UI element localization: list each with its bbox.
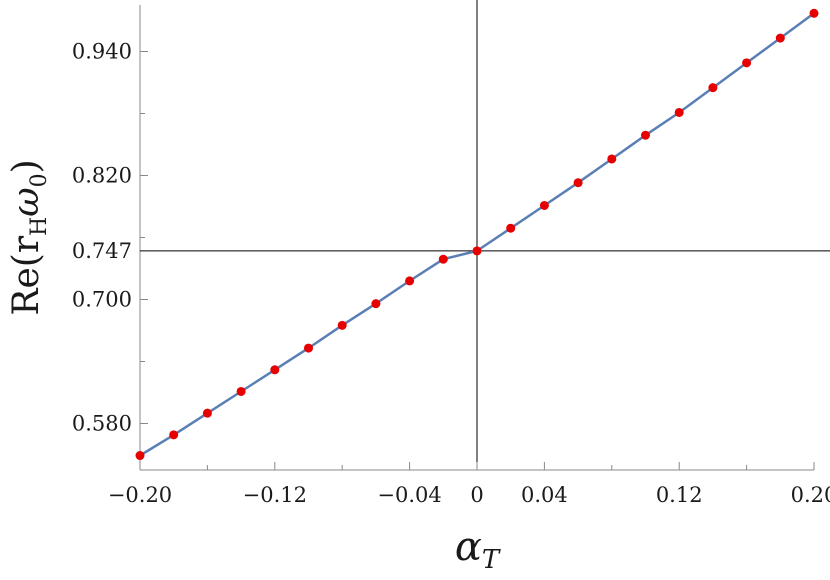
y-axis-title-main: Re(r bbox=[6, 235, 47, 315]
y-axis-title-close: ) bbox=[6, 159, 47, 173]
y-tick-label: 0.580 bbox=[72, 412, 132, 436]
y-axis-title-subscript: H bbox=[27, 217, 52, 236]
x-axis-title-main: α bbox=[455, 524, 482, 570]
reference-lines: 0.747 bbox=[72, 0, 830, 470]
data-point bbox=[674, 107, 684, 117]
data-point bbox=[202, 408, 212, 418]
x-axis-ticks: −0.20 −0.12 −0.04 0 0.04 0.12 0.20 bbox=[108, 462, 830, 507]
data-point bbox=[809, 8, 819, 18]
data-point bbox=[337, 320, 347, 330]
data-point bbox=[641, 130, 650, 140]
data-point bbox=[539, 200, 549, 210]
data-point bbox=[371, 299, 381, 309]
x-axis-title-subscript: T bbox=[482, 545, 501, 575]
x-tick-label: 0.12 bbox=[656, 483, 703, 507]
data-point bbox=[708, 83, 718, 93]
reference-y-label: 0.747 bbox=[72, 239, 132, 263]
series-points-group bbox=[135, 8, 819, 461]
data-point bbox=[270, 365, 280, 375]
y-axis-title-tail: ω bbox=[6, 187, 47, 216]
data-point bbox=[472, 246, 482, 256]
y-axis-title-tail-subscript: 0 bbox=[27, 173, 52, 187]
y-axis-title: Re(rHω0) bbox=[6, 159, 52, 315]
data-point bbox=[169, 430, 179, 440]
y-tick-label: 0.700 bbox=[72, 288, 132, 312]
data-point bbox=[405, 276, 415, 286]
x-tick-label: 0 bbox=[470, 483, 483, 507]
x-tick-label: −0.20 bbox=[108, 483, 172, 507]
data-point bbox=[775, 33, 785, 43]
data-point bbox=[742, 58, 752, 68]
data-point bbox=[573, 178, 583, 188]
y-tick-label: 0.940 bbox=[72, 40, 132, 64]
x-tick-label: −0.12 bbox=[243, 483, 307, 507]
data-point bbox=[236, 386, 246, 396]
data-point bbox=[506, 223, 516, 233]
x-tick-label: 0.04 bbox=[521, 483, 568, 507]
data-point bbox=[135, 451, 145, 461]
x-tick-label: −0.04 bbox=[377, 483, 441, 507]
x-axis-title: αT bbox=[455, 524, 501, 575]
data-point bbox=[607, 154, 617, 164]
data-point bbox=[438, 254, 448, 264]
y-axis-ticks: 0.580 0.700 0.820 0.940 bbox=[72, 40, 148, 436]
data-point bbox=[304, 343, 313, 353]
x-tick-label: 0.20 bbox=[791, 483, 830, 507]
y-tick-label: 0.820 bbox=[72, 164, 132, 188]
